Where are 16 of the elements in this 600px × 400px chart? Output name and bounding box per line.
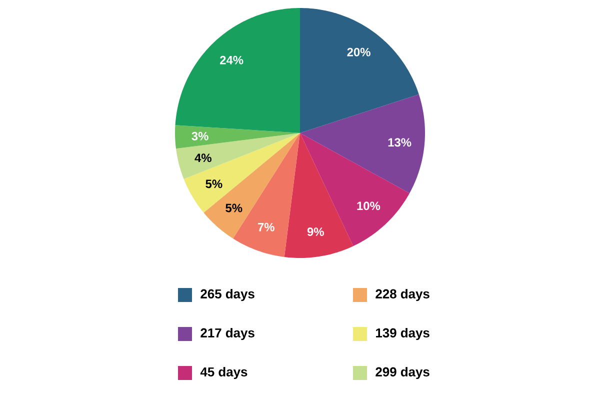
data-label: 5%	[226, 204, 242, 212]
data-label: 20%	[347, 48, 370, 56]
legend-label: 265 days	[200, 288, 254, 302]
data-label: 5%	[206, 180, 222, 188]
legend-label: 217 days	[200, 328, 254, 340]
data-label: 9%	[307, 228, 324, 236]
legend-label: 139 days	[376, 328, 430, 340]
legend-label: 228 days	[376, 288, 430, 302]
data-label: 24%	[220, 56, 244, 64]
legend-label: 299 days	[376, 366, 430, 380]
data-label: 10%	[357, 202, 380, 210]
legend-label: 45 days	[200, 366, 248, 380]
data-label: 7%	[258, 222, 274, 232]
data-label: 13%	[388, 138, 412, 147]
data-label: 4%	[194, 154, 212, 162]
data-label: 3%	[192, 132, 208, 140]
